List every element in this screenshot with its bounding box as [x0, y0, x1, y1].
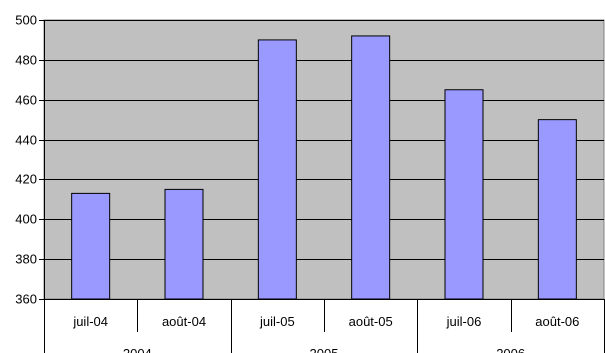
x-tick-label: août-05: [349, 314, 393, 329]
y-tick-label: 380: [15, 252, 37, 267]
y-axis: 360 380 400 420 440 460 480 500: [15, 13, 45, 307]
x-tick-label: juil-05: [259, 314, 295, 329]
x-tick-label: août-06: [535, 314, 579, 329]
x-group-label: 2004: [123, 346, 152, 353]
bar-juil-05: [257, 39, 297, 300]
bar-août-06: [537, 119, 577, 300]
bar-août-05: [351, 35, 391, 300]
plot-area: [43, 19, 605, 300]
bars: [71, 35, 577, 300]
y-tick-label: 400: [15, 212, 37, 227]
x-group-label: 2005: [310, 346, 339, 353]
gridlines: [44, 20, 604, 300]
bar-juil-04: [71, 192, 111, 300]
bar-juil-06: [444, 89, 484, 300]
x-tick-label: juil-04: [72, 314, 108, 329]
y-tick-label: 420: [15, 172, 37, 187]
y-tick-label: 460: [15, 93, 37, 108]
y-tick-label: 440: [15, 133, 37, 148]
bar-août-04: [164, 188, 204, 300]
y-tick-label: 480: [15, 53, 37, 68]
x-group-label: 2006: [496, 346, 525, 353]
x-tick-label: août-04: [162, 314, 206, 329]
x-tick-label: juil-06: [446, 314, 482, 329]
x-axis: juil-04 août-04 juil-05 août-05 juil-06 août-…: [44, 299, 605, 353]
y-tick-label: 360: [15, 292, 37, 307]
y-tick-label: 500: [15, 13, 37, 28]
